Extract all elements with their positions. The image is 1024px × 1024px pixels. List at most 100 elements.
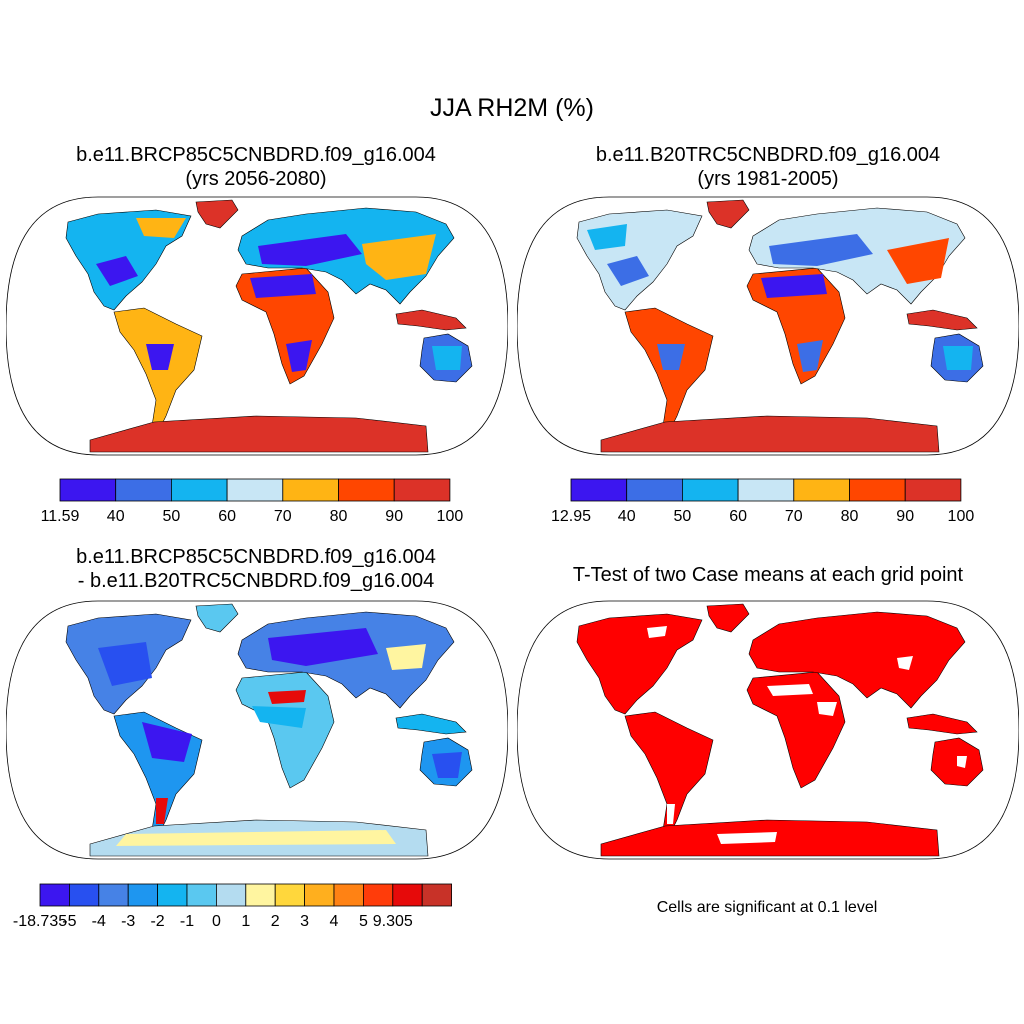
colorbar-swatch [681,478,739,502]
colorbar-tick-label: 70 [785,508,803,525]
panel-1-case-name: b.e11.BRCP85C5CNBDRD.f09_g16.004 [76,144,436,166]
colorbar-swatch [304,883,335,907]
value-region-europe-asia-5 [386,644,426,670]
insignificant-cells-0 [767,684,813,696]
panel-1-colorbar: 11.59 40 50 60 70 80 90 100 [41,478,464,525]
panel-2-map [517,196,1019,456]
colorbar-swatch [362,883,394,907]
insignificant-cells-3 [897,656,913,670]
panel-1-title: b.e11.BRCP85C5CNBDRD.f09_g16.004 (yrs 20… [0,143,512,191]
panel-2-year-range: (yrs 1981-2005) [697,168,839,190]
colorbar-swatch [626,478,683,502]
panel-4-ttest-title: T-Test of two Case means at each grid po… [572,564,964,586]
panel-4-map [517,600,1019,860]
value-region-south-america-2 [142,722,192,762]
colorbar-swatch [333,883,364,907]
value-region-australia-7 [432,752,462,778]
colorbar-tick-label: 80 [330,508,348,525]
colorbar-swatch [274,883,306,907]
value-region-africa-6 [797,340,823,372]
colorbar-tick-label: 40 [618,508,636,525]
land-greenland [195,603,239,633]
colorbar-tick-label: -2 [150,913,164,930]
significance-note: Cells are significant at 0.1 level [656,899,878,916]
value-region-africa-0 [761,274,827,298]
colorbar-tick-label: 2 [271,913,280,930]
colorbar-tick-label: 12.95 [551,508,591,525]
colorbar-swatch [157,883,188,907]
value-region-north-america-3 [607,256,649,286]
colorbar-tick-label: 100 [948,508,975,525]
land-greenland [706,603,750,633]
map-boundary [517,196,1019,456]
panel-4-title: T-Test of two Case means at each grid po… [512,563,1024,587]
value-region-north-america-4 [587,224,627,250]
land-europe-asia [748,611,966,709]
land-greenland [195,199,239,229]
colorbar-tick-label: 90 [896,508,914,525]
colorbar-tick-label: 60 [729,508,747,525]
panel-3-title: b.e11.BRCP85C5CNBDRD.f09_g16.004 - b.e11… [0,545,512,593]
colorbar-tick-label: 60 [218,508,236,525]
value-region-south-america-6 [156,798,168,824]
colorbar-swatch [737,478,795,502]
colorbar-tick-label: 3 [300,913,309,930]
panel-2-case-name: b.e11.B20TRC5CNBDRD.f09_g16.004 [595,144,941,166]
colorbar-swatch [245,883,276,907]
value-region-europe-asia-1 [258,234,362,266]
value-region-europe-asia-2 [887,238,949,284]
colorbar-swatch [59,478,117,502]
insignificant-cells-6 [717,832,777,844]
colorbar-swatch [69,883,100,907]
colorbar-swatch [215,883,247,907]
colorbar-swatch [421,883,453,907]
insignificant-cells-5 [957,756,967,768]
land-greenland [706,199,750,229]
panel-2-title: b.e11.B20TRC5CNBDRD.f09_g16.004 (yrs 198… [512,143,1024,191]
colorbar-tick-label: 4 [330,913,339,930]
colorbar-tick-label: 40 [107,508,125,525]
colorbar-swatch [393,478,451,502]
panel-1-year-range: (yrs 2056-2080) [185,168,327,190]
value-region-north-america-4 [136,218,186,238]
colorbar-tick-label: 11.59 [41,508,80,525]
land-africa [235,671,335,789]
panel-2-colorbar: 12.95 40 50 60 70 80 90 100 [551,478,975,525]
colorbar-tick-label: -1 [180,913,194,930]
colorbar-tick-label: 1 [241,913,250,930]
colorbar-swatch [115,478,172,502]
value-region-africa-4 [252,706,306,728]
value-region-africa-3 [268,690,306,704]
land-north-america [576,209,703,311]
colorbar-swatch [186,883,217,907]
colorbar-swatch [127,883,158,907]
figure-title: JJA RH2M (%) [430,94,594,122]
colorbar-tick-label: -5 [62,913,76,930]
panel-3-case-name: b.e11.BRCP85C5CNBDRD.f09_g16.004 [76,546,436,568]
value-region-south-america-5 [146,344,174,370]
colorbar-tick-label: 50 [163,508,181,525]
colorbar-swatch [849,478,906,502]
colorbar-swatch [392,883,423,907]
value-region-europe-asia-0 [268,628,378,666]
colorbar-swatch [170,478,228,502]
colorbar-swatch [282,478,339,502]
value-region-africa-6 [286,340,312,372]
panel-3-map [6,600,508,860]
value-region-north-america-3 [96,256,138,286]
panel-3-minus-case-name: - b.e11.B20TRC5CNBDRD.f09_g16.004 [77,570,435,592]
colorbar-tick-label: -3 [121,913,135,930]
land-southeast-asia-islands [395,309,467,331]
land-southeast-asia-islands [906,309,978,331]
land-antarctica [89,415,429,453]
value-region-africa-0 [250,274,316,298]
panel-1-map [6,196,508,456]
colorbar-tick-label: 90 [385,508,403,525]
colorbar-tick-label: 9.305 [373,913,413,930]
colorbar-tick-label: 5 [359,913,368,930]
colorbar-tick-label: -4 [92,913,106,930]
value-region-europe-asia-2 [362,234,436,280]
colorbar-swatch [98,883,129,907]
colorbar-tick-label: 100 [437,508,464,525]
map-boundary [517,600,1019,860]
